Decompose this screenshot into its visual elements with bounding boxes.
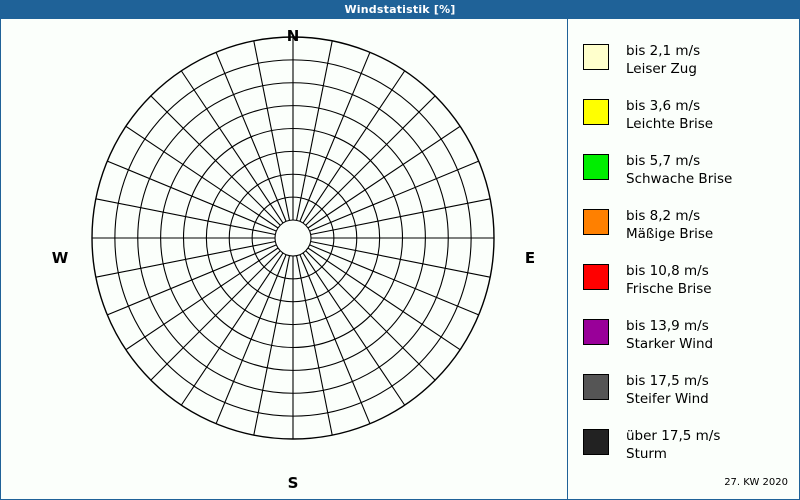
legend-item[interactable]: bis 3,6 m/s Leichte Brise	[583, 98, 793, 144]
windrose-grid	[91, 36, 495, 440]
legend-description: Starker Wind	[626, 335, 714, 352]
footer-period: 27. KW 2020	[724, 477, 788, 488]
windrose-spoke	[180, 70, 284, 224]
compass-label-south: S	[287, 474, 299, 492]
windrose-spoke	[150, 95, 281, 226]
legend-speed-range: bis 8,2 m/s	[626, 208, 701, 224]
legend-color-swatch	[583, 429, 609, 455]
legend-item[interactable]: bis 13,9 m/s Starker Wind	[583, 318, 793, 364]
legend-label: bis 13,9 m/s Starker Wind	[626, 318, 713, 354]
legend-label: bis 8,2 m/s Mäßige Brise	[626, 208, 713, 244]
legend-item[interactable]: bis 10,8 m/s Frische Brise	[583, 263, 793, 309]
windrose-spoke	[305, 95, 436, 226]
windrose-spoke	[107, 244, 277, 316]
windrose-spoke	[125, 247, 279, 351]
windrose-center-hole	[274, 219, 312, 257]
windrose-spoke	[253, 40, 291, 221]
windrose-spoke	[215, 52, 287, 222]
legend-description: Frische Brise	[626, 280, 712, 297]
windrose-spoke	[150, 250, 281, 381]
windrose-spoke	[299, 52, 371, 222]
windrose-spoke	[215, 254, 287, 424]
windrose-spoke	[302, 70, 406, 224]
window-title-bar: Windstatistik [%]	[0, 0, 800, 19]
windrose-spoke	[125, 125, 279, 229]
windrose-spoke	[307, 247, 461, 351]
legend-description: Steifer Wind	[626, 390, 709, 407]
page-title: Windstatistik [%]	[344, 3, 456, 16]
legend-item[interactable]: über 17,5 m/s Sturm	[583, 428, 793, 474]
windrose-spoke	[299, 254, 371, 424]
windrose-spoke	[309, 160, 479, 232]
legend-label: über 17,5 m/s Sturm	[626, 428, 720, 464]
windrose-chart: N S W E	[51, 27, 536, 492]
legend-item[interactable]: bis 2,1 m/s Leiser Zug	[583, 43, 793, 89]
windrose-spoke	[295, 255, 333, 436]
legend-label: bis 17,5 m/s Steifer Wind	[626, 373, 709, 409]
legend: bis 2,1 m/s Leiser Zug bis 3,6 m/s Leichte …	[583, 43, 793, 483]
legend-speed-range: über 17,5 m/s	[626, 428, 721, 444]
legend-description: Leichte Brise	[626, 115, 714, 132]
compass-label-east: E	[524, 249, 536, 267]
legend-description: Mäßige Brise	[626, 225, 714, 242]
windrose-spoke	[302, 252, 406, 406]
windrose-spoke	[295, 40, 333, 221]
legend-color-swatch	[583, 264, 609, 290]
legend-color-swatch	[583, 319, 609, 345]
legend-color-swatch	[583, 209, 609, 235]
legend-label: bis 3,6 m/s Leichte Brise	[626, 98, 713, 134]
legend-speed-range: bis 17,5 m/s	[626, 373, 709, 389]
windrose-spoke	[253, 255, 291, 436]
windrose-spoke	[107, 160, 277, 232]
legend-speed-range: bis 2,1 m/s	[626, 43, 701, 59]
legend-color-swatch	[583, 99, 609, 125]
windrose-spoke	[309, 244, 479, 316]
legend-item[interactable]: bis 17,5 m/s Steifer Wind	[583, 373, 793, 419]
legend-description: Leiser Zug	[626, 60, 697, 77]
compass-label-north: N	[286, 27, 300, 45]
legend-item[interactable]: bis 8,2 m/s Mäßige Brise	[583, 208, 793, 254]
legend-label: bis 5,7 m/s Schwache Brise	[626, 153, 732, 189]
legend-speed-range: bis 5,7 m/s	[626, 153, 701, 169]
legend-color-swatch	[583, 44, 609, 70]
windrose-spoke	[305, 250, 436, 381]
windrose-spoke	[310, 198, 491, 236]
legend-speed-range: bis 10,8 m/s	[626, 263, 709, 279]
windrose-spoke	[180, 252, 284, 406]
panel-divider	[567, 19, 568, 499]
legend-speed-range: bis 3,6 m/s	[626, 98, 701, 114]
legend-description: Schwache Brise	[626, 170, 733, 187]
windrose-spoke	[307, 125, 461, 229]
legend-speed-range: bis 13,9 m/s	[626, 318, 709, 334]
legend-color-swatch	[583, 374, 609, 400]
compass-label-west: W	[51, 249, 69, 267]
legend-label: bis 10,8 m/s Frische Brise	[626, 263, 712, 299]
legend-description: Sturm	[626, 445, 667, 462]
legend-color-swatch	[583, 154, 609, 180]
windrose-spoke	[95, 240, 276, 278]
legend-label: bis 2,1 m/s Leiser Zug	[626, 43, 700, 79]
legend-item[interactable]: bis 5,7 m/s Schwache Brise	[583, 153, 793, 199]
windrose-spoke	[310, 240, 491, 278]
windrose-spoke	[95, 198, 276, 236]
